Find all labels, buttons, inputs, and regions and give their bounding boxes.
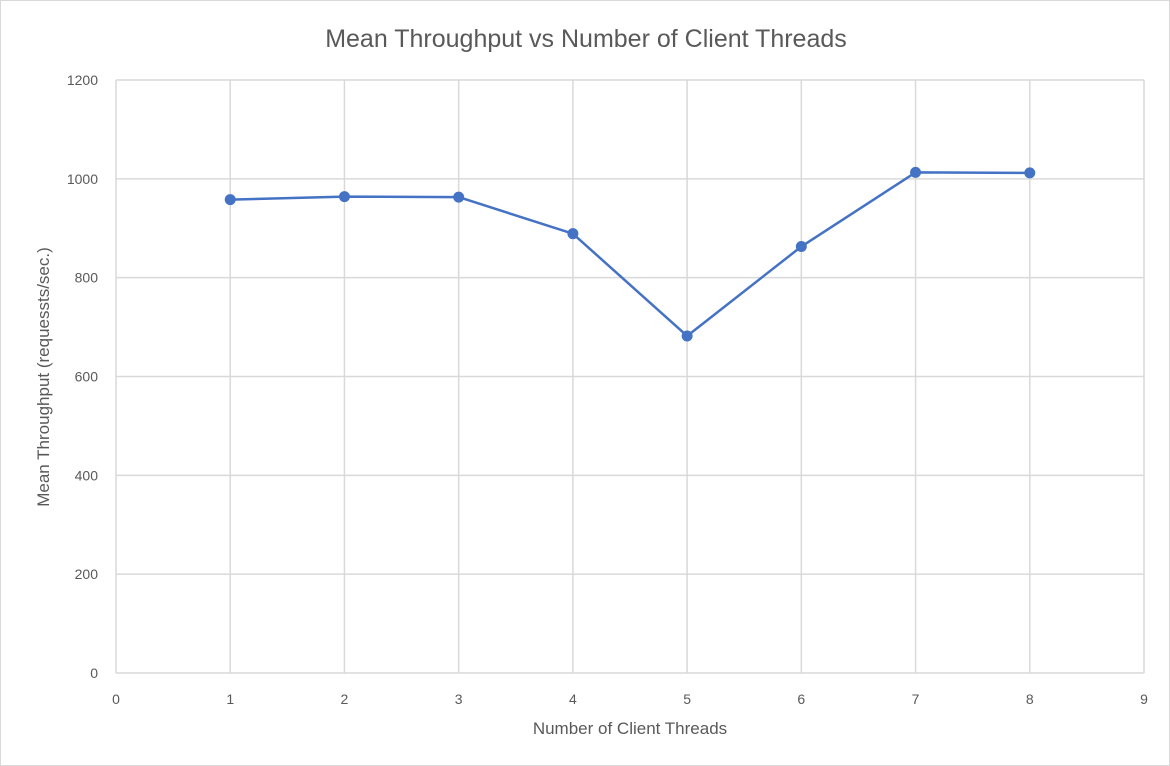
- y-tick-label: 0: [90, 665, 98, 681]
- x-tick-label: 5: [683, 691, 691, 707]
- data-point: [681, 330, 693, 342]
- x-tick-label: 6: [797, 691, 805, 707]
- data-point: [453, 191, 465, 203]
- data-point: [910, 166, 922, 178]
- x-tick-label: 4: [569, 691, 577, 707]
- x-tick-label: 3: [455, 691, 463, 707]
- tick-label-layer: 0 200 400 600 800 1000 1200 0 1 2 3 4 5 6 7 8 9: [67, 72, 1148, 707]
- data-point: [795, 241, 807, 253]
- y-tick-label: 600: [75, 369, 99, 385]
- series-layer: [224, 166, 1036, 342]
- data-point: [224, 194, 236, 206]
- y-tick-label: 400: [75, 467, 99, 483]
- y-tick-label: 1000: [67, 171, 98, 187]
- data-point: [1024, 167, 1036, 179]
- x-tick-label: 7: [912, 691, 920, 707]
- series-line: [230, 171, 1030, 338]
- x-axis-title: Number of Client Threads: [533, 719, 727, 738]
- data-point: [338, 191, 350, 203]
- chart-title: Mean Throughput vs Number of Client Thre…: [325, 25, 847, 53]
- x-tick-label: 0: [112, 691, 120, 707]
- x-tick-label: 9: [1140, 691, 1148, 707]
- y-tick-label: 200: [75, 566, 99, 582]
- y-tick-label: 1200: [67, 72, 98, 88]
- x-tick-label: 2: [341, 691, 349, 707]
- data-point: [567, 228, 579, 240]
- x-tick-label: 1: [226, 691, 234, 707]
- y-tick-label: 800: [75, 270, 99, 286]
- x-tick-label: 8: [1026, 691, 1034, 707]
- y-axis-title: Mean Throughput (requessts/sec.): [34, 247, 53, 507]
- grid-layer: [115, 79, 1145, 674]
